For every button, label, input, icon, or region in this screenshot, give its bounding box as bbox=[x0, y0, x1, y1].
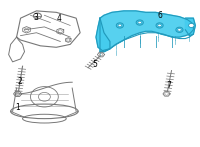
Polygon shape bbox=[185, 18, 195, 36]
Circle shape bbox=[136, 20, 143, 25]
Text: 1: 1 bbox=[15, 103, 20, 112]
Circle shape bbox=[138, 21, 142, 24]
Text: 4: 4 bbox=[57, 14, 62, 23]
Circle shape bbox=[156, 23, 163, 28]
Circle shape bbox=[189, 23, 194, 27]
Text: 3: 3 bbox=[33, 13, 38, 22]
Text: 7: 7 bbox=[166, 81, 171, 90]
Circle shape bbox=[118, 24, 122, 27]
Polygon shape bbox=[100, 11, 193, 52]
Text: 5: 5 bbox=[93, 60, 97, 69]
Circle shape bbox=[178, 29, 181, 31]
Circle shape bbox=[176, 27, 183, 32]
Polygon shape bbox=[96, 18, 110, 52]
Text: 2: 2 bbox=[17, 77, 22, 86]
Circle shape bbox=[158, 24, 161, 27]
Circle shape bbox=[116, 23, 123, 28]
Text: 6: 6 bbox=[157, 11, 162, 20]
